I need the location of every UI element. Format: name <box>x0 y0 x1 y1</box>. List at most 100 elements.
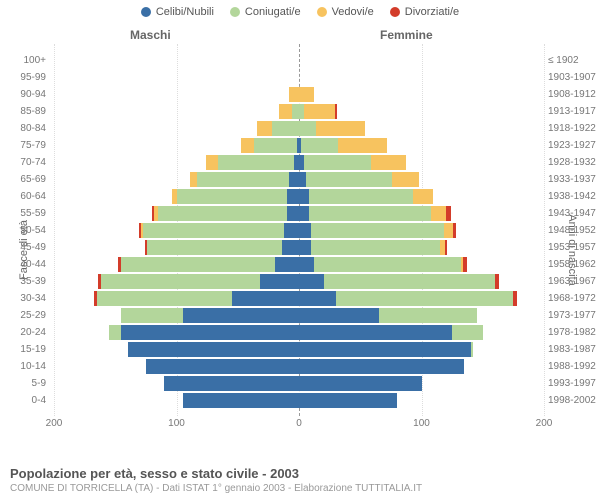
seg-single <box>282 240 299 255</box>
seg-married <box>314 257 461 272</box>
female-side <box>299 325 544 340</box>
legend-swatch <box>317 7 327 17</box>
male-side <box>54 206 299 221</box>
seg-married <box>301 138 338 153</box>
female-label: Femmine <box>380 28 433 42</box>
male-side <box>54 53 299 68</box>
seg-single <box>232 291 299 306</box>
female-side <box>299 274 544 289</box>
gridline <box>544 44 545 416</box>
seg-married <box>471 342 473 357</box>
seg-widowed <box>431 206 446 221</box>
x-tick: 0 <box>296 418 302 429</box>
seg-married <box>121 308 182 323</box>
legend-label: Vedovi/e <box>332 6 374 18</box>
age-label: 75-79 <box>0 140 46 151</box>
seg-single <box>299 257 314 272</box>
age-label: 20-24 <box>0 327 46 338</box>
seg-divorced <box>495 274 499 289</box>
male-side <box>54 359 299 374</box>
seg-single <box>287 206 299 221</box>
seg-widowed <box>413 189 433 204</box>
female-side <box>299 104 544 119</box>
birth-year-label: 1928-1932 <box>548 157 600 168</box>
x-axis: 2001000100200 <box>54 416 544 434</box>
birth-year-label: 1933-1937 <box>548 174 600 185</box>
seg-divorced <box>453 223 455 238</box>
seg-single <box>299 393 397 408</box>
seg-married <box>97 291 232 306</box>
seg-single <box>260 274 299 289</box>
pyramid-row <box>54 291 544 306</box>
birth-year-label: 1983-1987 <box>548 344 600 355</box>
legend-swatch <box>141 7 151 17</box>
female-side <box>299 53 544 68</box>
male-label: Maschi <box>130 28 171 42</box>
seg-widowed <box>304 104 335 119</box>
legend-label: Coniugati/e <box>245 6 301 18</box>
pyramid-row <box>54 53 544 68</box>
x-tick: 100 <box>168 418 185 429</box>
male-side <box>54 121 299 136</box>
birth-year-label: 1968-1972 <box>548 293 600 304</box>
age-label: 60-64 <box>0 191 46 202</box>
birth-year-label: 1993-1997 <box>548 378 600 389</box>
seg-single <box>289 172 299 187</box>
seg-single <box>299 376 422 391</box>
birth-year-label: 1948-1952 <box>548 225 600 236</box>
birth-year-label: 1913-1917 <box>548 106 600 117</box>
age-label: 30-34 <box>0 293 46 304</box>
seg-married <box>272 121 299 136</box>
age-label: 85-89 <box>0 106 46 117</box>
age-label: 50-54 <box>0 225 46 236</box>
seg-married <box>158 206 287 221</box>
seg-single <box>183 393 299 408</box>
pyramid-row <box>54 240 544 255</box>
footer-title: Popolazione per età, sesso e stato civil… <box>10 466 422 481</box>
seg-widowed <box>371 155 405 170</box>
seg-married <box>101 274 260 289</box>
birth-year-label: 1978-1982 <box>548 327 600 338</box>
female-side <box>299 121 544 136</box>
pyramid-row <box>54 257 544 272</box>
seg-married <box>311 223 443 238</box>
seg-married <box>299 121 316 136</box>
male-side <box>54 325 299 340</box>
x-tick: 200 <box>536 418 553 429</box>
seg-single <box>299 240 311 255</box>
male-side <box>54 308 299 323</box>
pyramid-row <box>54 87 544 102</box>
seg-married <box>309 189 413 204</box>
seg-single <box>299 223 311 238</box>
seg-married <box>143 223 284 238</box>
seg-married <box>311 240 440 255</box>
seg-married <box>379 308 477 323</box>
age-label: 40-44 <box>0 259 46 270</box>
seg-married <box>121 257 274 272</box>
x-tick: 200 <box>46 418 63 429</box>
female-side <box>299 376 544 391</box>
female-side <box>299 257 544 272</box>
legend-item: Coniugati/e <box>230 6 301 18</box>
seg-single <box>183 308 299 323</box>
birth-year-label: 1963-1967 <box>548 276 600 287</box>
age-label: 10-14 <box>0 361 46 372</box>
age-label: 35-39 <box>0 276 46 287</box>
pyramid-row <box>54 359 544 374</box>
female-side <box>299 172 544 187</box>
seg-widowed <box>299 87 314 102</box>
seg-married <box>254 138 297 153</box>
seg-married <box>304 155 371 170</box>
seg-single <box>299 325 452 340</box>
age-label: 45-49 <box>0 242 46 253</box>
seg-divorced <box>463 257 467 272</box>
seg-single <box>299 291 336 306</box>
seg-single <box>275 257 300 272</box>
seg-single <box>299 274 324 289</box>
age-label: 70-74 <box>0 157 46 168</box>
female-side <box>299 70 544 85</box>
birth-year-label: 1918-1922 <box>548 123 600 134</box>
seg-single <box>299 189 309 204</box>
legend-swatch <box>390 7 400 17</box>
seg-married <box>177 189 287 204</box>
